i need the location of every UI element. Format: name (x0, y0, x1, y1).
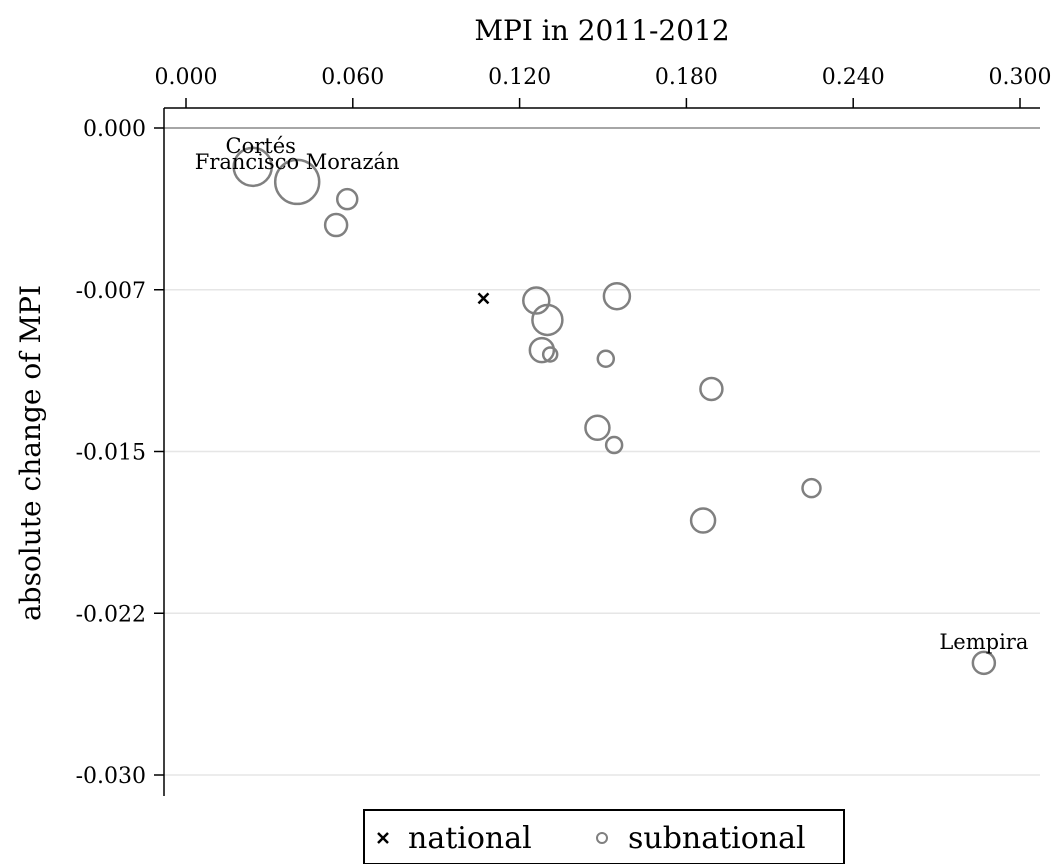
subnational-point (602, 281, 632, 311)
subnational-point (971, 650, 997, 676)
y-tick-label: -0.015 (76, 441, 146, 466)
subnational-point (232, 146, 273, 188)
subnational-point (541, 346, 559, 363)
subnational-point (699, 376, 724, 402)
legend-box (363, 809, 845, 864)
subnational-point (323, 212, 349, 238)
legend-national-label: national (408, 821, 532, 856)
legend: national subnational (363, 809, 845, 864)
legend-national-marker (377, 832, 389, 844)
national-point (477, 292, 490, 305)
subnational-point (273, 158, 321, 206)
x-axis-title: MPI in 2011-2012 (474, 14, 729, 47)
legend-subnational-label: subnational (628, 821, 806, 856)
legend-subnational-marker (596, 832, 608, 844)
y-axis-title: absolute change of MPI (14, 285, 47, 621)
subnational-point (801, 477, 822, 499)
x-tick-label: 0.300 (989, 65, 1052, 90)
axes: 0.000 0.060 0.120 0.180 0.240 0.300 0.000 -0.00… (76, 65, 1052, 796)
x-tick-label: 0.240 (822, 65, 885, 90)
point-label: Cortés (226, 134, 296, 158)
x-tick-label: 0.180 (655, 65, 718, 90)
subnational-point (335, 187, 359, 211)
y-tick-label: -0.022 (76, 602, 146, 627)
x-tick-label: 0.000 (155, 65, 218, 90)
point-label: Lempira (939, 630, 1028, 654)
x-tick-label: 0.060 (321, 65, 384, 90)
y-tick-label: -0.007 (76, 279, 146, 304)
subnational-point (596, 349, 616, 369)
data-points (232, 146, 997, 676)
point-label: Francisco Morazán (195, 150, 400, 174)
y-tick-label: -0.030 (76, 764, 146, 789)
subnational-point (522, 286, 551, 315)
subnational-point (689, 507, 717, 534)
y-tick-label: 0.000 (83, 117, 146, 142)
subnational-point (584, 414, 611, 442)
gridlines (164, 127, 1040, 776)
subnational-point (604, 435, 624, 455)
x-tick-label: 0.120 (488, 65, 551, 90)
subnational-point (531, 303, 564, 337)
subnational-point (528, 336, 556, 364)
